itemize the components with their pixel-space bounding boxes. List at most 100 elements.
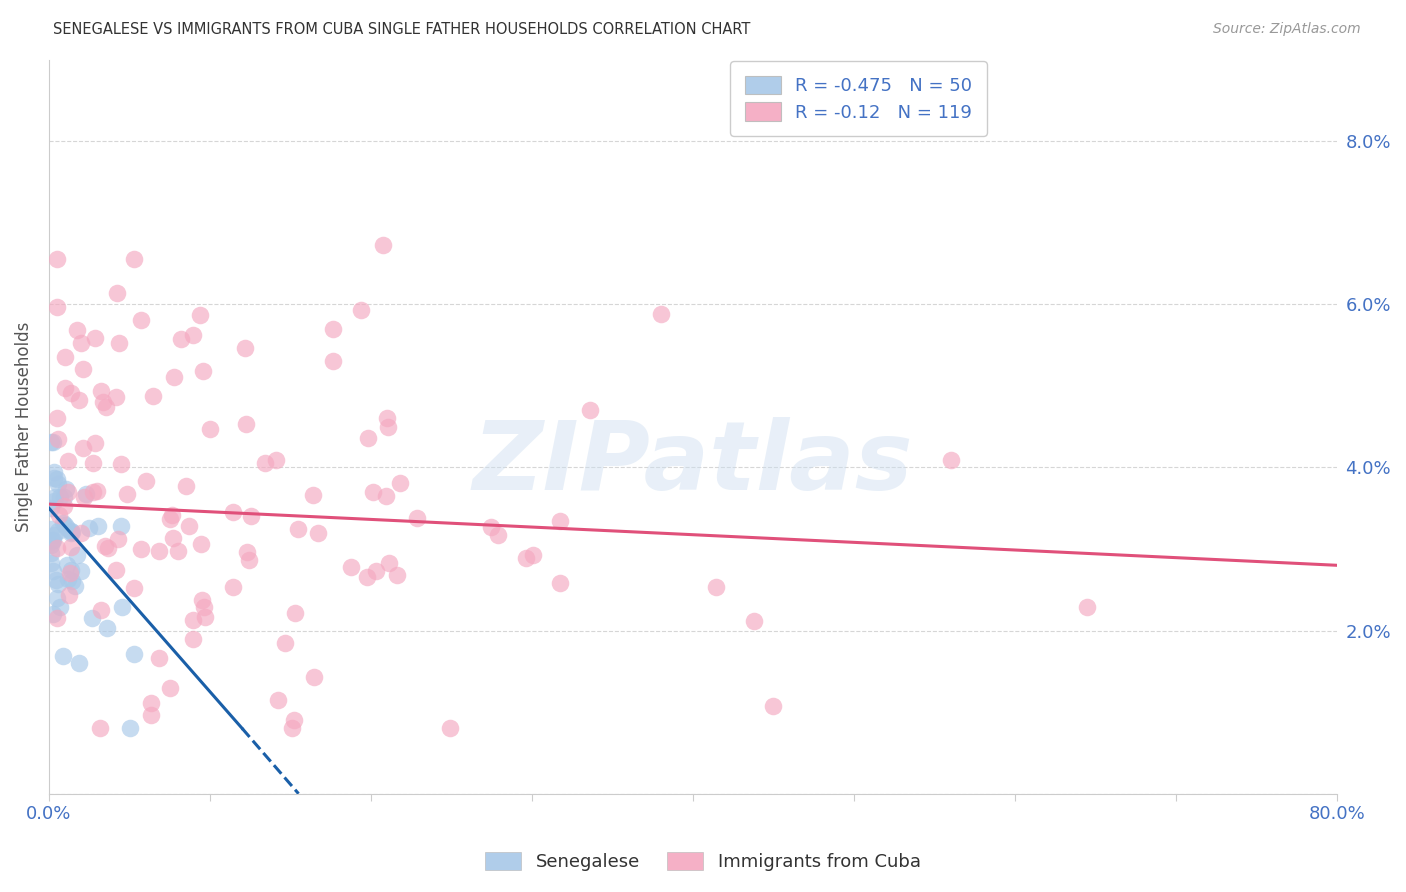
Point (181, 632, 204, 646)
Point (72, 441, 94, 455)
Point (70, 336, 93, 351)
Point (548, 575, 571, 590)
Point (70, 526, 93, 541)
Point (148, 651, 170, 665)
Point (1076, 599, 1098, 614)
Point (55, 521, 77, 535)
Point (141, 697, 163, 711)
Point (82, 485, 104, 500)
Point (46, 476, 69, 491)
Point (59, 524, 82, 539)
Point (385, 567, 408, 582)
Point (301, 487, 323, 501)
Point (84, 435, 107, 450)
Point (59, 566, 82, 580)
Point (110, 519, 132, 533)
Point (46, 541, 69, 555)
Point (48, 508, 70, 523)
Point (239, 508, 262, 523)
Point (72, 361, 94, 376)
Point (274, 636, 297, 650)
Point (141, 389, 163, 403)
Point (53, 381, 76, 395)
Point (89, 722, 111, 736)
Point (104, 563, 127, 577)
Point (122, 647, 145, 661)
Point (322, 354, 344, 368)
Point (58, 454, 80, 468)
Point (97, 541, 120, 555)
Point (94, 539, 117, 553)
Point (322, 322, 344, 336)
Point (63, 579, 86, 593)
Point (742, 614, 765, 628)
Point (55, 518, 77, 533)
Point (135, 474, 157, 488)
Point (46, 300, 69, 314)
Point (377, 410, 399, 425)
Point (281, 722, 304, 736)
Point (179, 519, 201, 533)
Point (183, 328, 205, 343)
Point (115, 486, 138, 500)
Point (46, 611, 69, 625)
Point (41, 533, 63, 547)
Point (167, 544, 190, 558)
Point (340, 559, 363, 574)
Point (59, 386, 82, 401)
Point (193, 599, 215, 614)
Point (90, 603, 112, 617)
Point (941, 452, 963, 467)
Point (82, 456, 104, 470)
Point (44, 490, 66, 504)
Point (111, 599, 134, 614)
Point (361, 485, 384, 500)
Point (762, 698, 785, 713)
Point (139, 708, 162, 723)
Point (52, 490, 75, 504)
Text: Source: ZipAtlas.com: Source: ZipAtlas.com (1213, 22, 1361, 37)
Point (39, 546, 62, 560)
Point (190, 536, 212, 550)
Point (82, 611, 104, 625)
Point (60, 574, 83, 588)
Point (439, 722, 461, 736)
Point (704, 580, 727, 594)
Point (86, 518, 108, 533)
Point (41, 534, 63, 549)
Point (105, 285, 128, 300)
Point (52, 516, 75, 530)
Text: SENEGALESE VS IMMIGRANTS FROM CUBA SINGLE FATHER HOUSEHOLDS CORRELATION CHART: SENEGALESE VS IMMIGRANTS FROM CUBA SINGL… (53, 22, 751, 37)
Point (122, 581, 145, 595)
Point (86, 483, 108, 498)
Point (39, 501, 62, 516)
Text: ZIPatlas: ZIPatlas (472, 417, 914, 510)
Point (77, 521, 100, 535)
Point (104, 390, 127, 404)
Y-axis label: Single Father Households: Single Father Households (15, 321, 32, 532)
Point (56, 558, 79, 572)
Point (60, 525, 83, 540)
Point (58, 588, 80, 602)
Point (129, 542, 152, 557)
Point (42, 494, 65, 508)
Point (159, 681, 181, 696)
Point (650, 306, 672, 320)
Point (406, 511, 429, 525)
Point (84, 331, 107, 345)
Point (42, 607, 65, 621)
Point (190, 593, 212, 607)
Point (46, 576, 69, 591)
Point (579, 403, 602, 417)
Point (91, 394, 114, 409)
Point (389, 475, 412, 490)
Point (42, 564, 65, 578)
Point (96, 621, 118, 635)
Point (53, 499, 76, 513)
Point (41, 538, 63, 552)
Point (375, 489, 398, 503)
Point (349, 303, 371, 318)
Point (96, 400, 118, 414)
Point (69, 565, 91, 579)
Point (266, 692, 288, 706)
